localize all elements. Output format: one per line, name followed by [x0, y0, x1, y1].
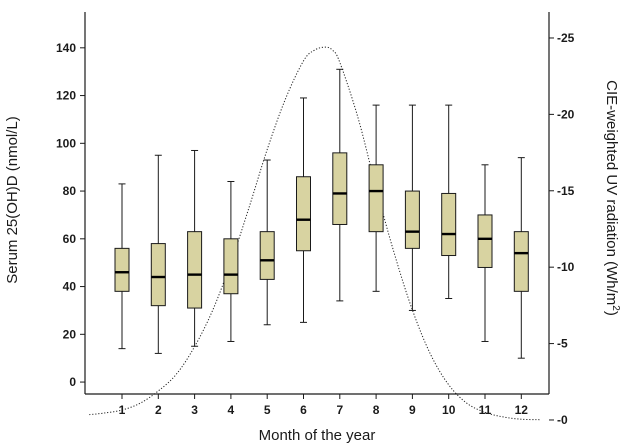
y-tick-label: 60 [63, 232, 77, 246]
y-tick-label: 40 [63, 280, 77, 294]
y2-axis-title: CIE-weighted UV radiation (Wh/m2) [603, 80, 621, 316]
y2-tick-label: -25 [557, 31, 575, 45]
y-tick-label: 120 [56, 89, 76, 103]
y2-tick-label: -5 [557, 337, 568, 351]
x-tick-label: 10 [442, 403, 456, 417]
x-tick-label: 9 [409, 403, 416, 417]
x-tick-label: 5 [264, 403, 271, 417]
uv-radiation-curve [89, 46, 540, 421]
x-tick-label: 8 [373, 403, 380, 417]
box-month-4 [223, 181, 239, 342]
x-ticks: 1 2 3 4 5 6 7 8 9 10 11 12 [119, 394, 529, 417]
box-month-10 [441, 104, 457, 299]
x-tick-label: 2 [155, 403, 162, 417]
box-layer [114, 68, 529, 359]
left-y-ticks: 0 20 40 60 80 100 120 140 [56, 41, 85, 389]
iqr-box [332, 152, 348, 225]
box-month-8 [368, 104, 384, 292]
iqr-box [368, 164, 384, 233]
box-month-1 [114, 183, 130, 350]
x-tick-label: 3 [191, 403, 198, 417]
x-tick-label: 4 [228, 403, 235, 417]
iqr-box [441, 192, 457, 257]
y2-axis-title-main: CIE-weighted UV radiation (Wh/m [603, 80, 620, 305]
y2-axis-title-end: ) [603, 311, 620, 316]
x-tick-label: 6 [300, 403, 307, 417]
iqr-box [477, 214, 493, 268]
y2-tick-label: -0 [557, 413, 568, 427]
y-tick-label: 80 [63, 184, 77, 198]
box-month-3 [187, 149, 203, 347]
box-month-5 [259, 159, 275, 326]
iqr-box [187, 231, 203, 309]
y2-axis-title-superscript: 2 [610, 305, 621, 311]
iqr-box [114, 247, 130, 292]
box-month-2 [150, 154, 166, 354]
axis-layer [84, 12, 550, 395]
box-month-11 [477, 164, 493, 342]
y-tick-label: 0 [69, 375, 76, 389]
y-tick-label: 100 [56, 136, 76, 150]
iqr-box [150, 243, 166, 307]
iqr-box [223, 238, 239, 295]
box-month-12 [513, 157, 529, 359]
y-tick-label: 20 [63, 327, 77, 341]
box-month-9 [404, 104, 420, 311]
iqr-box [259, 231, 275, 280]
box-month-6 [296, 97, 311, 323]
right-y-ticks: -0 -5 -10 -15 -20 -25 [549, 31, 575, 427]
y-axis-title: Serum 25(OH)D (nmol/L) [4, 116, 21, 284]
x-axis-title: Month of the year [259, 427, 376, 444]
iqr-box [296, 176, 311, 252]
x-tick-label: 12 [515, 403, 529, 417]
iqr-box [404, 190, 420, 249]
y2-tick-label: -20 [557, 107, 575, 121]
y-tick-label: 140 [56, 41, 76, 55]
x-tick-label: 1 [119, 403, 126, 417]
y2-tick-label: -15 [557, 184, 575, 198]
box-month-7 [332, 68, 348, 302]
x-tick-label: 7 [336, 403, 343, 417]
iqr-box [513, 231, 529, 292]
y2-tick-label: -10 [557, 260, 575, 274]
uv-curve-layer [89, 46, 540, 421]
x-tick-label: 11 [479, 403, 492, 417]
